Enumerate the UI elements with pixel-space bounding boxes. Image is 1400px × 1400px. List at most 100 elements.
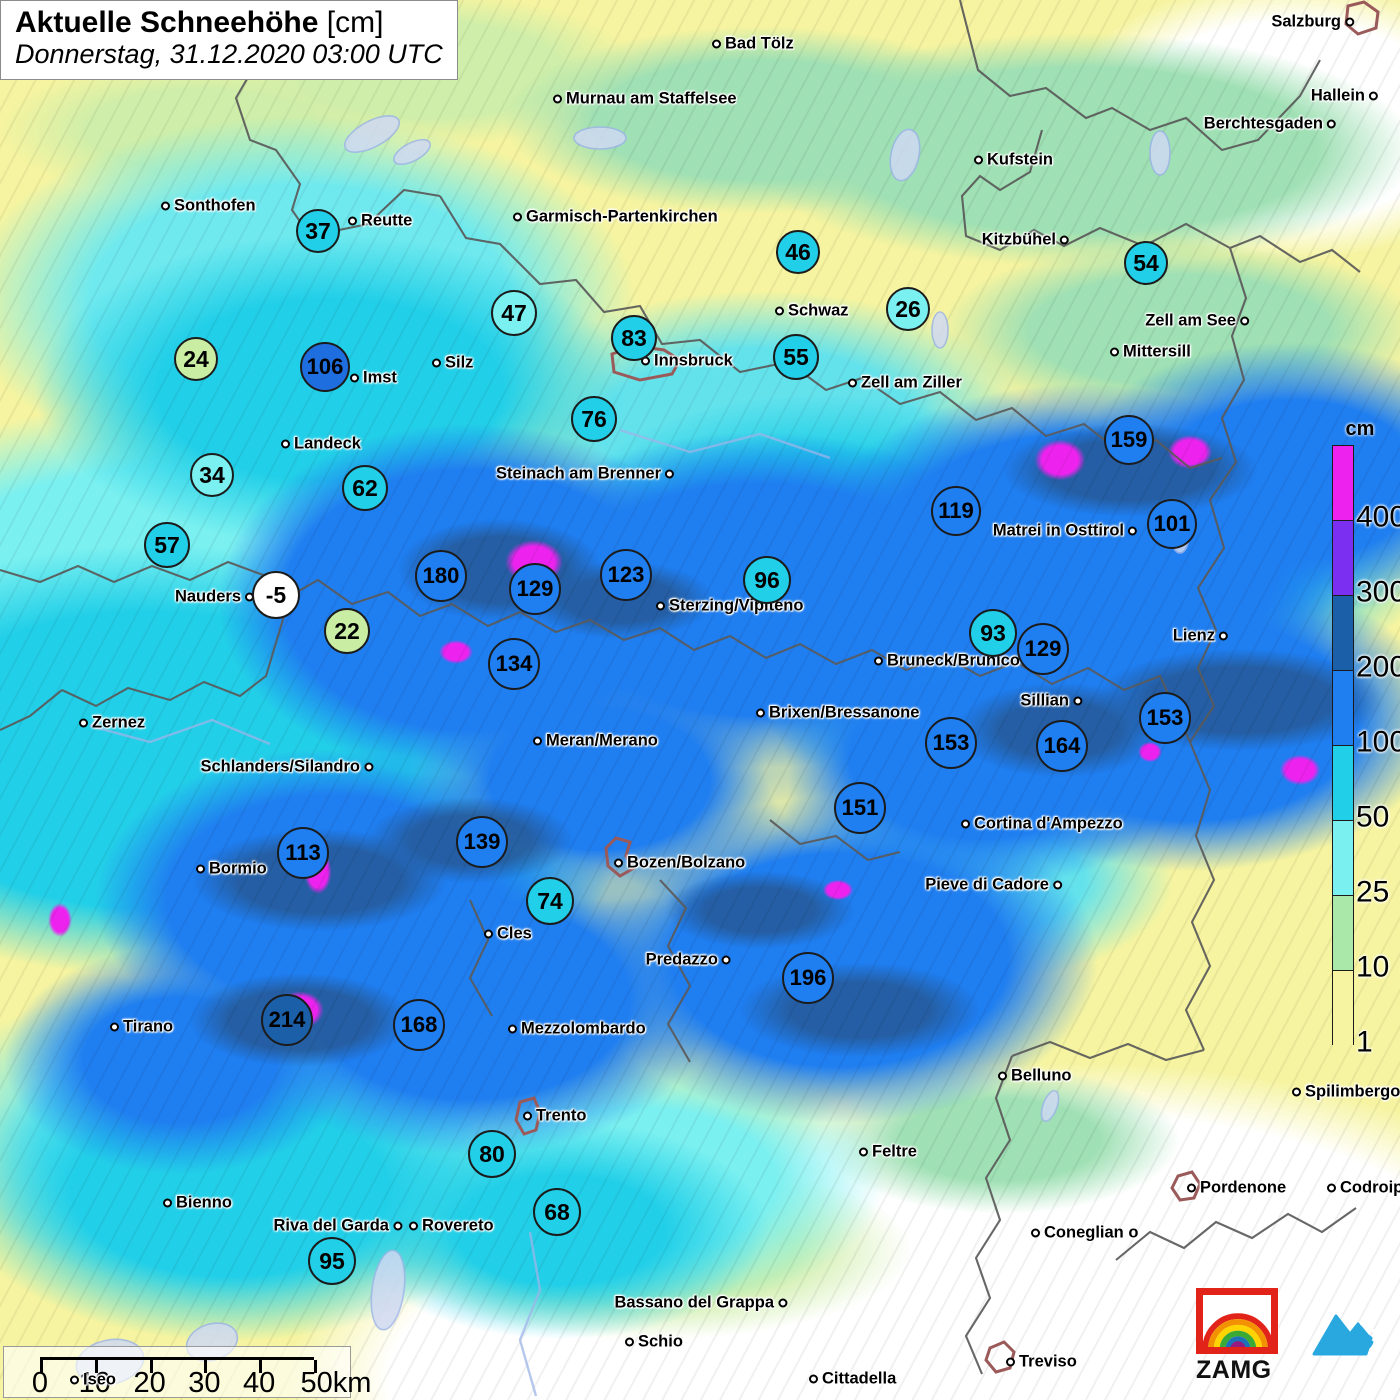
city-label: Meran/Merano bbox=[533, 732, 658, 751]
city-marker-icon bbox=[1110, 347, 1119, 357]
station-value-marker[interactable]: 95 bbox=[308, 1237, 356, 1285]
scale-label-10: 10 bbox=[78, 1367, 111, 1399]
city-name: Cles bbox=[497, 924, 532, 943]
map-title-box: Aktuelle Schneehöhe [cm] Donnerstag, 31.… bbox=[0, 0, 458, 81]
city-marker-icon bbox=[163, 1198, 172, 1208]
station-value-marker[interactable]: 57 bbox=[144, 522, 190, 568]
station-value-marker[interactable]: 151 bbox=[834, 782, 886, 834]
station-value-marker[interactable]: 22 bbox=[324, 608, 370, 654]
station-value-marker[interactable]: 34 bbox=[190, 453, 234, 497]
city-label: Pieve di Cadore bbox=[925, 876, 1062, 895]
city-name: Hallein bbox=[1310, 86, 1365, 105]
station-value-marker[interactable]: 55 bbox=[773, 334, 819, 380]
city-marker-icon bbox=[1219, 631, 1228, 641]
station-value-marker[interactable]: 83 bbox=[611, 315, 657, 361]
station-value-marker[interactable]: 159 bbox=[1104, 415, 1154, 465]
city-marker-icon bbox=[1369, 91, 1378, 101]
zamg-logo: ZAMG bbox=[1196, 1288, 1284, 1384]
city-marker-icon bbox=[70, 1375, 79, 1385]
station-value-marker[interactable]: 139 bbox=[456, 816, 508, 868]
station-value-marker[interactable]: 164 bbox=[1036, 720, 1088, 772]
station-value-marker[interactable]: 180 bbox=[415, 550, 467, 602]
station-value-marker[interactable]: 129 bbox=[509, 563, 561, 615]
city-name: Mittersill bbox=[1123, 342, 1191, 361]
city-label: Garmisch-Partenkirchen bbox=[513, 208, 718, 227]
city-name: Bozen/Bolzano bbox=[627, 853, 746, 872]
city-marker-icon bbox=[848, 378, 857, 388]
station-value-marker[interactable]: 119 bbox=[931, 486, 981, 536]
city-marker-icon bbox=[974, 155, 983, 165]
city-marker-icon bbox=[775, 306, 784, 316]
station-value-marker[interactable]: 24 bbox=[174, 337, 218, 381]
station-value-marker[interactable]: 113 bbox=[277, 827, 329, 879]
legend-tick-10: 10 bbox=[1356, 950, 1390, 984]
city-label: Reutte bbox=[348, 212, 412, 231]
city-marker-icon bbox=[513, 212, 522, 222]
station-value-marker[interactable]: 74 bbox=[526, 877, 574, 925]
station-value-marker[interactable]: 93 bbox=[969, 609, 1017, 657]
city-name: Meran/Merano bbox=[546, 731, 658, 750]
city-name: Riva del Garda bbox=[273, 1216, 389, 1235]
city-marker-icon bbox=[614, 858, 623, 868]
station-value-marker[interactable]: 68 bbox=[533, 1188, 581, 1236]
legend-unit-label: cm bbox=[1345, 418, 1375, 440]
city-marker-icon bbox=[656, 601, 665, 611]
city-name: Zell am Ziller bbox=[861, 373, 962, 392]
city-name: Schwaz bbox=[788, 301, 849, 320]
legend-band-200 bbox=[1332, 595, 1354, 670]
station-value-marker[interactable]: 62 bbox=[342, 465, 388, 511]
city-marker-icon bbox=[1073, 696, 1082, 706]
city-marker-icon bbox=[1031, 1228, 1040, 1238]
city-label: Iseo bbox=[70, 1371, 116, 1390]
city-label: Landeck bbox=[281, 435, 361, 454]
city-label: Pordenone bbox=[1187, 1179, 1286, 1198]
station-value-marker[interactable]: 134 bbox=[488, 638, 540, 690]
scale-tick bbox=[149, 1360, 153, 1373]
city-label: Rovereto bbox=[409, 1217, 494, 1236]
station-value-marker[interactable]: 106 bbox=[300, 342, 350, 392]
station-value-marker[interactable]: 76 bbox=[571, 396, 617, 442]
city-name: Predazzo bbox=[645, 950, 718, 969]
station-value-marker[interactable]: 196 bbox=[782, 952, 834, 1004]
city-name: Schio bbox=[638, 1332, 683, 1351]
city-label: Bozen/Bolzano bbox=[614, 854, 745, 873]
city-name: Zell am See bbox=[1145, 311, 1236, 330]
station-value-marker[interactable]: 80 bbox=[468, 1130, 516, 1178]
station-value-marker[interactable]: 26 bbox=[886, 287, 930, 331]
station-value-marker[interactable]: 46 bbox=[776, 230, 820, 274]
city-label: Mezzolombardo bbox=[508, 1020, 646, 1039]
station-value-marker[interactable]: 123 bbox=[600, 549, 652, 601]
city-name: Kufstein bbox=[987, 150, 1053, 169]
station-value-marker[interactable]: 129 bbox=[1017, 623, 1069, 675]
city-name: Bassano del Grappa bbox=[614, 1293, 774, 1312]
station-value-marker[interactable]: 37 bbox=[296, 209, 340, 253]
city-name: Reutte bbox=[361, 211, 413, 230]
city-label: Kitzbühel bbox=[982, 231, 1069, 250]
city-marker-icon bbox=[1345, 17, 1354, 27]
station-value-marker[interactable]: 54 bbox=[1124, 241, 1168, 285]
station-value-marker[interactable]: 153 bbox=[1139, 692, 1191, 744]
zamg-rainbow-icon bbox=[1196, 1288, 1278, 1354]
station-value-marker[interactable]: 96 bbox=[743, 556, 791, 604]
city-marker-icon bbox=[281, 439, 290, 449]
city-name: Mezzolombardo bbox=[521, 1019, 646, 1038]
city-label: Schio bbox=[625, 1333, 683, 1352]
city-marker-icon bbox=[484, 929, 493, 939]
city-name: Codroipo bbox=[1340, 1178, 1400, 1197]
legend-band-1 bbox=[1332, 970, 1354, 1045]
station-value-marker[interactable]: 168 bbox=[393, 999, 445, 1051]
legend-band-25 bbox=[1332, 820, 1354, 895]
city-marker-icon bbox=[1327, 1183, 1336, 1193]
station-value-marker[interactable]: 47 bbox=[491, 290, 537, 336]
station-value-marker[interactable]: -5 bbox=[252, 571, 300, 619]
city-marker-icon bbox=[1292, 1087, 1301, 1097]
city-marker-icon bbox=[722, 955, 731, 965]
station-value-marker[interactable]: 214 bbox=[261, 994, 313, 1046]
station-value-marker[interactable]: 101 bbox=[1147, 499, 1197, 549]
scale-bar: 0 10 20 30 40 50km bbox=[3, 1346, 371, 1399]
scale-bar-rule bbox=[40, 1357, 317, 1373]
legend-band-50 bbox=[1332, 745, 1354, 820]
legend-tick-300: 300 bbox=[1356, 575, 1400, 609]
station-value-marker[interactable]: 153 bbox=[925, 717, 977, 769]
